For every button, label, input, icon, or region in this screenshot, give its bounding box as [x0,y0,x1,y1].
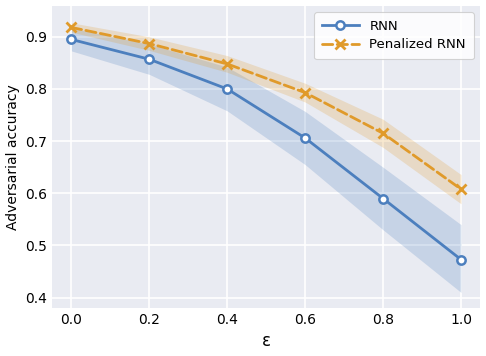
RNN [302,136,308,140]
X-axis label: ε: ε [261,333,271,350]
Line: RNN: RNN [67,35,465,264]
Penalized RNN [69,25,74,30]
RNN [380,197,386,201]
Penalized RNN [458,187,464,191]
Line: Penalized RNN: Penalized RNN [67,22,466,194]
RNN [458,257,464,262]
Y-axis label: Adversarial accuracy: Adversarial accuracy [5,84,19,230]
RNN [69,37,74,42]
Penalized RNN [146,42,152,46]
Penalized RNN [302,90,308,95]
RNN [146,57,152,61]
Legend: RNN, Penalized RNN: RNN, Penalized RNN [314,12,474,59]
Penalized RNN [225,62,230,66]
Penalized RNN [380,131,386,136]
RNN [225,87,230,91]
